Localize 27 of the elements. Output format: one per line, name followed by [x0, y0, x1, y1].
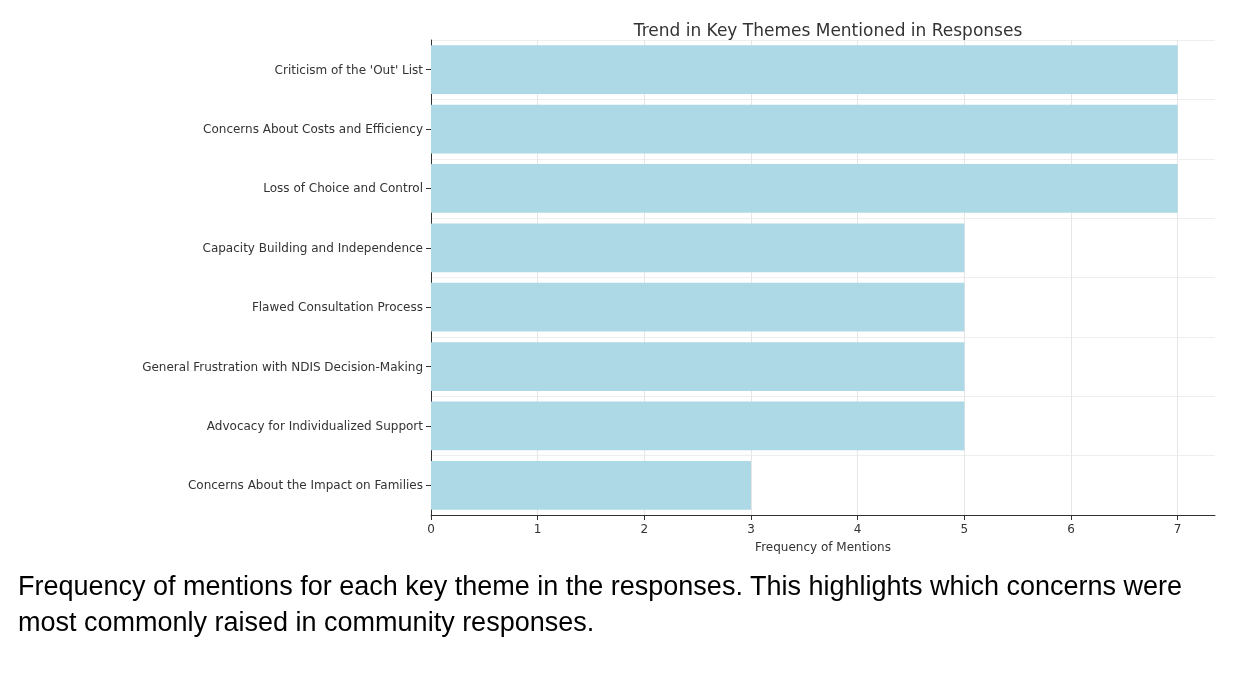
- y-tick-label: Flawed Consultation Process: [251, 300, 423, 315]
- y-tick-label: Advocacy for Individualized Support: [206, 418, 424, 433]
- x-tick-label: 4: [853, 522, 862, 536]
- y-tick-label: Concerns About the Impact on Families: [187, 478, 423, 493]
- bar: [431, 104, 1178, 154]
- chart-title: Trend in Key Themes Mentioned in Responses: [632, 19, 1023, 40]
- bar: [431, 401, 965, 451]
- y-tick-label: General Frustration with NDIS Decision-Making: [142, 359, 423, 374]
- y-tick-label: Loss of Choice and Control: [263, 181, 423, 196]
- bar: [431, 45, 1178, 95]
- x-tick-label: 0: [427, 522, 435, 536]
- x-axis-title: Frequency of Mentions: [755, 540, 891, 554]
- bar: [431, 460, 751, 510]
- bar: [431, 282, 965, 332]
- x-tick-label: 5: [960, 522, 969, 536]
- x-tick-label: 7: [1173, 522, 1182, 536]
- y-tick-label: Criticism of the 'Out' List: [274, 62, 424, 77]
- bar: [431, 342, 965, 391]
- text: Frequency of mentions for each key theme in the responses. This highlights which concerns were most commonly raised in community responses.: [18, 570, 1184, 639]
- bar: [431, 223, 965, 273]
- x-tick-label: 1: [533, 522, 542, 536]
- x-tick-label: 6: [1067, 522, 1075, 536]
- y-tick-label: Capacity Building and Independence: [202, 240, 423, 255]
- x-tick-label: 3: [747, 522, 755, 536]
- bar: [431, 164, 1178, 213]
- y-tick-label: Concerns About Costs and Efficiency: [203, 122, 423, 137]
- x-tick-label: 2: [640, 522, 649, 536]
